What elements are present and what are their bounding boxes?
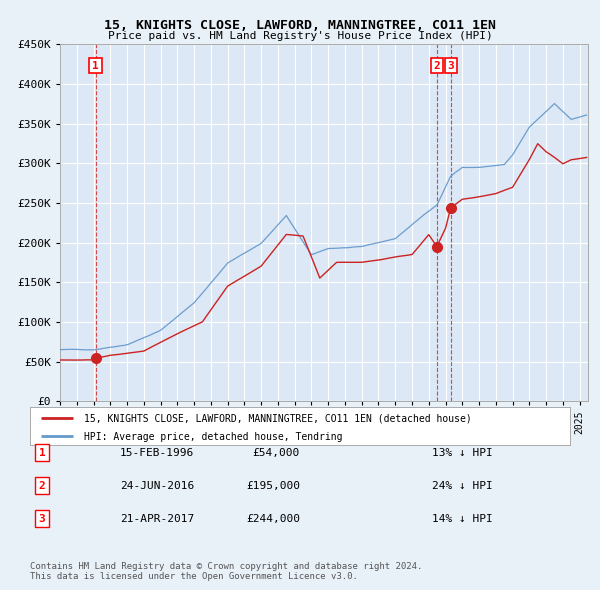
Text: 3: 3 [448,61,454,71]
Text: 13% ↓ HPI: 13% ↓ HPI [432,448,493,457]
Text: Price paid vs. HM Land Registry's House Price Index (HPI): Price paid vs. HM Land Registry's House … [107,31,493,41]
Text: 1: 1 [92,61,99,71]
Text: 15-FEB-1996: 15-FEB-1996 [120,448,194,457]
Text: £54,000: £54,000 [253,448,300,457]
Text: 1: 1 [38,448,46,457]
Text: 15, KNIGHTS CLOSE, LAWFORD, MANNINGTREE, CO11 1EN: 15, KNIGHTS CLOSE, LAWFORD, MANNINGTREE,… [104,19,496,32]
Text: 2: 2 [38,481,46,490]
Text: 24% ↓ HPI: 24% ↓ HPI [432,481,493,490]
Text: HPI: Average price, detached house, Tendring: HPI: Average price, detached house, Tend… [84,432,343,442]
Text: 24-JUN-2016: 24-JUN-2016 [120,481,194,490]
Text: £195,000: £195,000 [246,481,300,490]
Text: 15, KNIGHTS CLOSE, LAWFORD, MANNINGTREE, CO11 1EN (detached house): 15, KNIGHTS CLOSE, LAWFORD, MANNINGTREE,… [84,414,472,424]
Text: 14% ↓ HPI: 14% ↓ HPI [432,514,493,523]
Text: £244,000: £244,000 [246,514,300,523]
Text: 3: 3 [38,514,46,523]
Text: Contains HM Land Registry data © Crown copyright and database right 2024.
This d: Contains HM Land Registry data © Crown c… [30,562,422,581]
Text: 21-APR-2017: 21-APR-2017 [120,514,194,523]
Text: 2: 2 [433,61,440,71]
